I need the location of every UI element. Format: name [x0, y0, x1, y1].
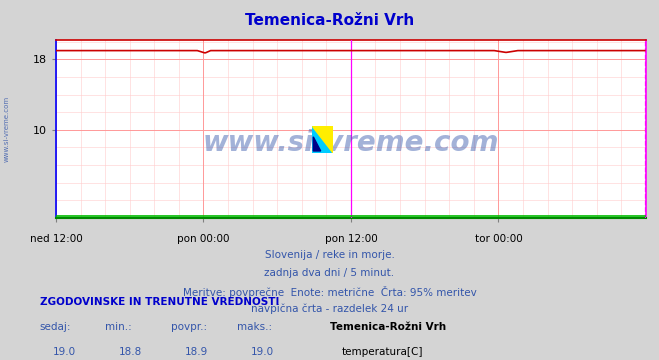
Text: min.:: min.: [105, 322, 132, 332]
Text: Meritve: povprečne  Enote: metrične  Črta: 95% meritev: Meritve: povprečne Enote: metrične Črta:… [183, 286, 476, 298]
Text: tor 00:00: tor 00:00 [475, 234, 523, 244]
Text: Slovenija / reke in morje.: Slovenija / reke in morje. [264, 250, 395, 260]
Text: 19.0: 19.0 [53, 347, 76, 357]
Text: temperatura[C]: temperatura[C] [341, 347, 423, 357]
Text: Temenica-Rožni Vrh: Temenica-Rožni Vrh [245, 13, 414, 28]
Text: povpr.:: povpr.: [171, 322, 208, 332]
Text: 18.9: 18.9 [185, 347, 208, 357]
Polygon shape [313, 137, 321, 151]
Text: 19.0: 19.0 [250, 347, 274, 357]
Text: pon 00:00: pon 00:00 [177, 234, 230, 244]
Text: 18.8: 18.8 [119, 347, 142, 357]
Text: www.si-vreme.com: www.si-vreme.com [3, 96, 9, 162]
Text: Temenica-Rožni Vrh: Temenica-Rožni Vrh [330, 322, 445, 332]
Text: zadnja dva dni / 5 minut.: zadnja dva dni / 5 minut. [264, 268, 395, 278]
Text: sedaj:: sedaj: [40, 322, 71, 332]
Text: ned 12:00: ned 12:00 [30, 234, 82, 244]
Text: navpična črta - razdelek 24 ur: navpična črta - razdelek 24 ur [251, 303, 408, 314]
Text: maks.:: maks.: [237, 322, 272, 332]
Polygon shape [312, 126, 333, 153]
Text: ZGODOVINSKE IN TRENUTNE VREDNOSTI: ZGODOVINSKE IN TRENUTNE VREDNOSTI [40, 297, 279, 307]
Text: www.si-vreme.com: www.si-vreme.com [203, 129, 499, 157]
Text: pon 12:00: pon 12:00 [325, 234, 378, 244]
Polygon shape [312, 126, 333, 153]
